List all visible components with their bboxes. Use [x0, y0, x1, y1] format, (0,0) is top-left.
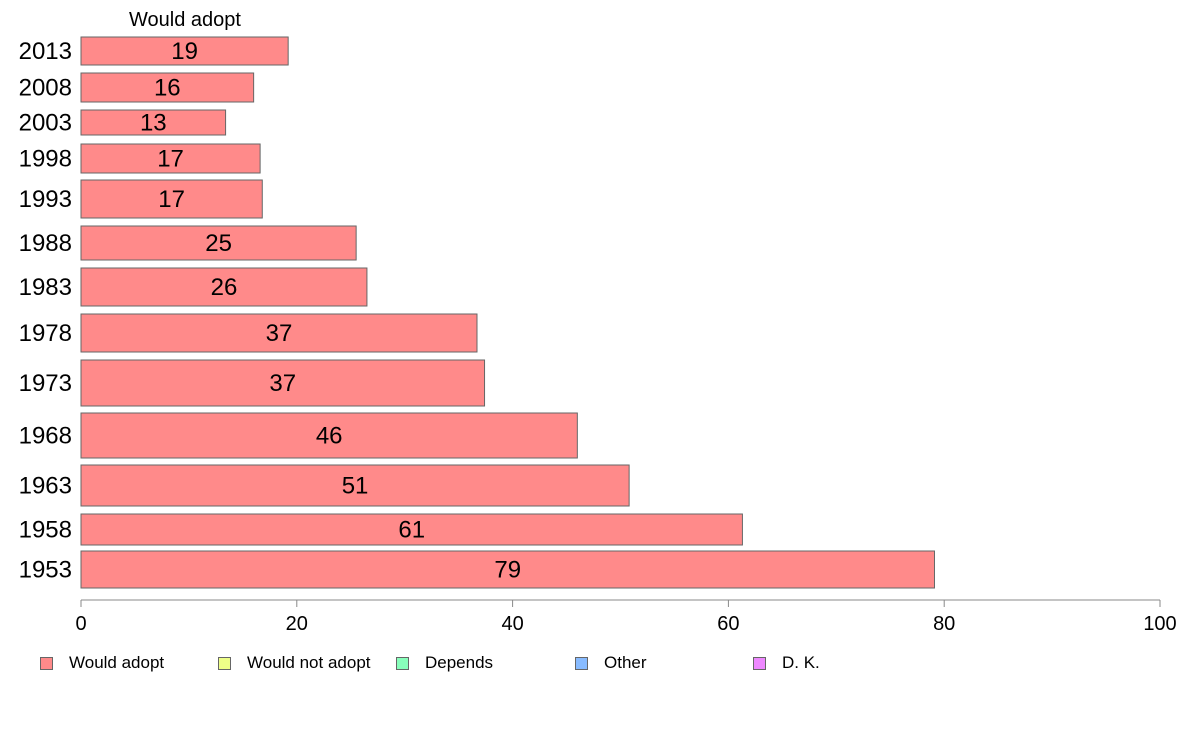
- x-tick-label-0: 0: [75, 613, 86, 635]
- bar-1978: [80, 313, 478, 353]
- y-tick-label-2013: 2013: [19, 38, 72, 65]
- bar-1983: [80, 267, 368, 307]
- legend-label: Other: [604, 653, 647, 672]
- legend-swatch-depends: [396, 656, 409, 670]
- legend-swatch-dk: [753, 656, 766, 670]
- bar-1973: [80, 359, 486, 407]
- bar-2003: [80, 109, 227, 136]
- legend: Would adopt Would not adopt Depends Othe…: [40, 652, 1140, 674]
- bar-1953: [80, 550, 935, 589]
- y-tick-label-1963: 1963: [19, 473, 72, 500]
- legend-label: Would not adopt: [247, 653, 371, 672]
- legend-item-would-adopt: Would adopt: [40, 652, 164, 674]
- bar-value-label-1958: 61: [398, 517, 425, 544]
- x-tick-label-60: 60: [717, 613, 739, 635]
- legend-swatch-would-not-adopt: [218, 656, 231, 670]
- bar-1988: [80, 225, 357, 261]
- legend-item-dk: D. K.: [753, 652, 820, 674]
- bar-1998: [80, 143, 261, 174]
- bar-1968: [80, 412, 578, 459]
- y-tick-label-1983: 1983: [19, 274, 72, 301]
- y-tick-label-1968: 1968: [19, 423, 72, 450]
- y-tick-label-1978: 1978: [19, 320, 72, 347]
- y-axis-labels: 2013 2008 2003 1998 1993 1988 1983 1978 1973 1968…: [19, 38, 72, 584]
- x-tick-label-100: 100: [1143, 613, 1176, 635]
- bar-value-label-1998: 17: [157, 146, 184, 173]
- bar-value-label-1963: 51: [342, 473, 369, 500]
- bar-value-label-1988: 25: [205, 230, 232, 257]
- bar-1993: [80, 179, 263, 219]
- legend-swatch-other: [575, 656, 588, 670]
- y-tick-label-2003: 2003: [19, 110, 72, 137]
- y-tick-label-1993: 1993: [19, 186, 72, 213]
- legend-item-other: Other: [575, 652, 647, 674]
- legend-label: Depends: [425, 653, 494, 672]
- x-axis: 0 20 40 60 80 100: [75, 599, 1177, 635]
- bar-value-label-1983: 26: [211, 274, 238, 301]
- y-tick-label-1953: 1953: [19, 557, 72, 584]
- y-tick-label-1988: 1988: [19, 230, 72, 257]
- bar-1963: [80, 464, 630, 507]
- legend-label: D. K.: [782, 653, 820, 672]
- bar-2013: [80, 36, 289, 66]
- bar-value-label-1973: 37: [269, 370, 296, 397]
- y-tick-label-1998: 1998: [19, 146, 72, 173]
- bar-value-label-2003: 13: [140, 110, 167, 137]
- bar-value-label-1953: 79: [494, 557, 521, 584]
- legend-item-would-not-adopt: Would not adopt: [218, 652, 371, 674]
- legend-item-depends: Depends: [396, 652, 493, 674]
- bars-layer: 19 16 13 17 17 25 26 37 37 46 51 61 79: [80, 36, 935, 589]
- bar-value-label-2008: 16: [154, 75, 181, 102]
- legend-label: Would adopt: [69, 653, 165, 672]
- bar-value-label-2013: 19: [171, 38, 198, 65]
- bar-value-label-1993: 17: [158, 186, 185, 213]
- bar-value-label-1978: 37: [266, 320, 293, 347]
- chart-title: Would adopt: [129, 9, 241, 31]
- legend-swatch-would-adopt: [40, 656, 53, 670]
- x-tick-label-20: 20: [286, 613, 308, 635]
- y-tick-label-1958: 1958: [19, 517, 72, 544]
- x-tick-label-80: 80: [933, 613, 955, 635]
- y-tick-label-1973: 1973: [19, 370, 72, 397]
- x-tick-label-40: 40: [501, 613, 523, 635]
- bar-2008: [80, 72, 255, 103]
- y-tick-label-2008: 2008: [19, 75, 72, 102]
- bar-1958: [80, 513, 743, 546]
- bar-value-label-1968: 46: [316, 423, 343, 450]
